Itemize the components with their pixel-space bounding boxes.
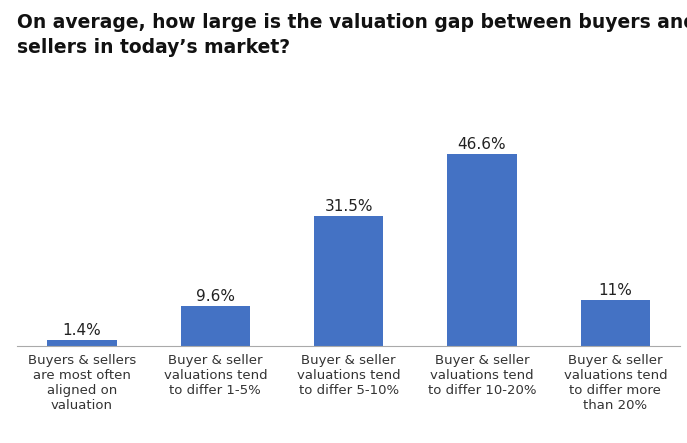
Text: On average, how large is the valuation gap between buyers and
sellers in today’s: On average, how large is the valuation g… — [17, 13, 687, 57]
Text: 1.4%: 1.4% — [63, 323, 102, 338]
Text: 9.6%: 9.6% — [196, 289, 235, 304]
Bar — [47, 340, 117, 346]
Text: 46.6%: 46.6% — [458, 137, 506, 152]
Text: 11%: 11% — [598, 284, 632, 299]
Bar — [181, 306, 250, 346]
Bar — [314, 216, 383, 346]
Bar — [447, 155, 517, 346]
Bar — [581, 300, 650, 346]
Text: 31.5%: 31.5% — [324, 199, 373, 214]
